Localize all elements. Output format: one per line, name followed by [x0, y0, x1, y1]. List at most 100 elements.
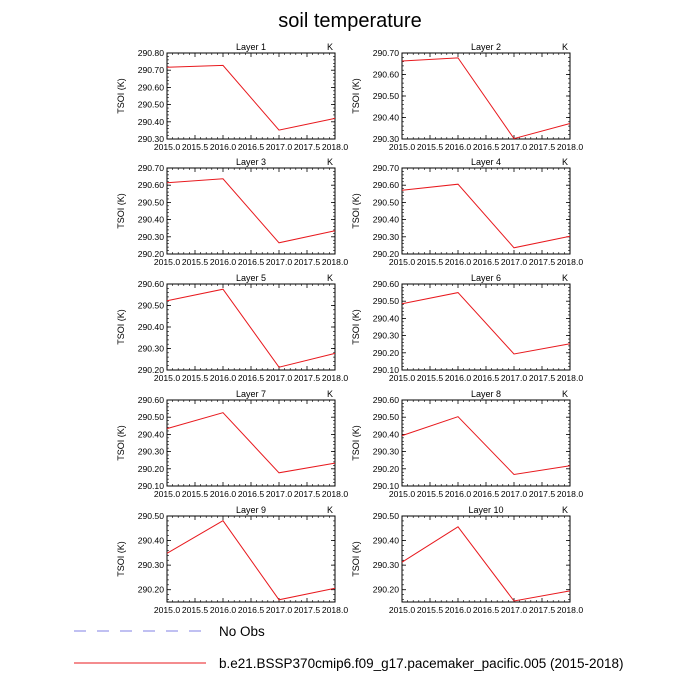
units-label: K [562, 505, 568, 515]
y-axis-label: TSOI (K) [351, 425, 361, 461]
y-tick-label: 290.50 [373, 91, 400, 101]
x-tick-label: 2017.5 [294, 605, 321, 615]
chart-panel-layer-8: Layer 8 K TSOI (K) 2015.0 2015.5 2016.0 2016.5… [351, 389, 583, 499]
units-label: K [562, 389, 568, 399]
y-tick-label: 290.40 [138, 215, 165, 225]
plot-frame [166, 515, 336, 603]
plot-frame [166, 283, 336, 371]
y-tick-label: 290.10 [138, 481, 165, 491]
chart-panel-layer-2: Layer 2 K TSOI (K) 2015.0 2015.5 2016.0 2016.5… [351, 42, 583, 152]
y-tick-label: 290.60 [373, 395, 400, 405]
x-tick-label: 2015.0 [154, 373, 181, 383]
y-tick-label: 290.50 [138, 197, 165, 207]
series-line [166, 288, 336, 368]
x-tick-label: 2017.0 [501, 373, 528, 383]
x-tick-label: 2016.5 [238, 605, 265, 615]
series-line [401, 57, 571, 140]
plot-frame [401, 399, 571, 487]
y-tick-label: 290.20 [373, 348, 400, 358]
x-tick-label: 2015.0 [154, 257, 181, 267]
x-tick-label: 2016.0 [445, 257, 472, 267]
x-tick-label: 2015.0 [389, 373, 416, 383]
y-axis-label: TSOI (K) [116, 425, 126, 461]
y-tick-label: 290.30 [373, 560, 400, 570]
units-label: K [327, 505, 333, 515]
y-tick-label: 290.30 [373, 232, 400, 242]
y-tick-label: 290.30 [138, 447, 165, 457]
legend: No Obs b.e21.BSSP370cmip6.f09_g17.pacema… [74, 624, 624, 671]
plot-frame [401, 283, 571, 371]
y-tick-label: 290.60 [138, 180, 165, 190]
panel-title: Layer 4 [471, 157, 501, 167]
units-label: K [327, 157, 333, 167]
y-tick-label: 290.20 [373, 585, 400, 595]
panel-title: Layer 5 [236, 273, 266, 283]
x-tick-label: 2016.5 [473, 489, 500, 499]
y-tick-label: 290.20 [138, 365, 165, 375]
x-tick-label: 2017.5 [294, 489, 321, 499]
y-tick-label: 290.60 [138, 279, 165, 289]
plot-frame [401, 52, 571, 140]
x-tick-label: 2017.0 [266, 257, 293, 267]
y-tick-label: 290.40 [373, 429, 400, 439]
x-tick-label: 2016.0 [210, 257, 237, 267]
x-tick-label: 2015.0 [154, 605, 181, 615]
y-tick-label: 290.70 [373, 163, 400, 173]
x-tick-label: 2015.5 [182, 489, 209, 499]
x-tick-label: 2018.0 [322, 142, 349, 152]
series-line [166, 64, 336, 131]
x-tick-label: 2017.0 [266, 489, 293, 499]
series-line [401, 416, 571, 476]
x-tick-label: 2017.5 [529, 489, 556, 499]
y-tick-label: 290.20 [373, 249, 400, 259]
y-tick-label: 290.10 [373, 481, 400, 491]
x-tick-label: 2015.5 [417, 142, 444, 152]
chart-panel-layer-5: Layer 5 K TSOI (K) 2015.0 2015.5 2016.0 2016.5… [116, 273, 348, 383]
x-tick-label: 2016.0 [210, 489, 237, 499]
x-tick-label: 2016.0 [210, 373, 237, 383]
y-tick-label: 290.60 [373, 279, 400, 289]
x-tick-label: 2018.0 [557, 605, 584, 615]
legend-label-no-obs: No Obs [219, 624, 265, 639]
x-tick-label: 2015.5 [417, 257, 444, 267]
y-tick-label: 290.50 [373, 412, 400, 422]
y-axis-label: TSOI (K) [351, 193, 361, 229]
y-tick-label: 290.40 [373, 113, 400, 123]
x-tick-label: 2016.5 [473, 257, 500, 267]
y-axis-label: TSOI (K) [351, 309, 361, 345]
x-tick-label: 2018.0 [557, 373, 584, 383]
series-line [401, 526, 571, 602]
y-tick-label: 290.70 [373, 48, 400, 58]
y-tick-label: 290.70 [138, 163, 165, 173]
x-tick-label: 2017.0 [501, 142, 528, 152]
y-tick-label: 290.60 [138, 395, 165, 405]
plot-frame [401, 515, 571, 603]
x-tick-label: 2015.0 [389, 605, 416, 615]
panel-title: Layer 9 [236, 505, 266, 515]
x-tick-label: 2018.0 [557, 257, 584, 267]
x-tick-label: 2017.0 [266, 605, 293, 615]
legend-label-model-run: b.e21.BSSP370cmip6.f09_g17.pacemaker_pac… [219, 656, 624, 671]
panel-title: Layer 1 [236, 42, 266, 52]
x-tick-label: 2017.5 [529, 373, 556, 383]
x-tick-label: 2017.0 [266, 142, 293, 152]
figure-title: soil temperature [278, 10, 421, 32]
y-tick-label: 290.30 [138, 232, 165, 242]
y-axis-label: TSOI (K) [116, 78, 126, 114]
y-tick-label: 290.40 [138, 429, 165, 439]
y-tick-label: 290.50 [138, 100, 165, 110]
y-tick-label: 290.60 [138, 82, 165, 92]
y-axis-label: TSOI (K) [351, 78, 361, 114]
x-tick-label: 2016.0 [210, 142, 237, 152]
y-tick-label: 290.50 [373, 197, 400, 207]
units-label: K [327, 42, 333, 52]
x-tick-label: 2016.0 [445, 605, 472, 615]
x-tick-label: 2016.5 [473, 605, 500, 615]
units-label: K [562, 157, 568, 167]
y-tick-label: 290.40 [138, 322, 165, 332]
x-tick-label: 2018.0 [557, 489, 584, 499]
x-tick-label: 2015.5 [417, 605, 444, 615]
chart-panel-layer-10: Layer 10 K TSOI (K) 2015.0 2015.5 2016.0 2016.… [351, 505, 583, 615]
panel-title: Layer 2 [471, 42, 501, 52]
x-tick-label: 2015.0 [389, 142, 416, 152]
